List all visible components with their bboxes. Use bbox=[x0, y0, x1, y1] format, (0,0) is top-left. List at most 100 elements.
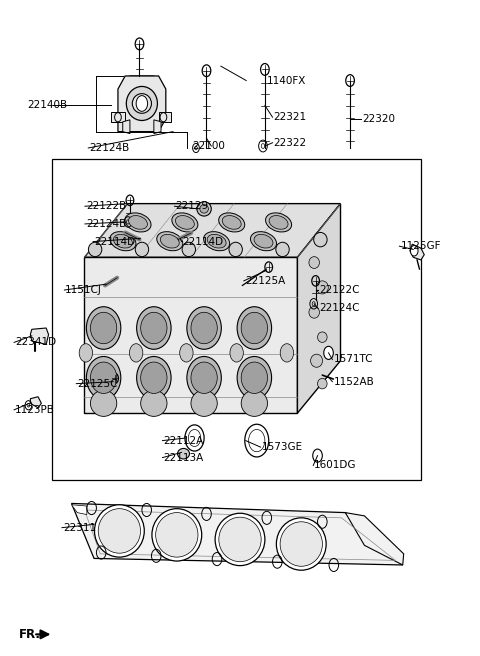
Text: 1571TC: 1571TC bbox=[333, 354, 373, 365]
Polygon shape bbox=[158, 112, 170, 122]
Ellipse shape bbox=[113, 234, 132, 248]
Ellipse shape bbox=[141, 312, 167, 344]
Ellipse shape bbox=[309, 306, 320, 318]
Ellipse shape bbox=[191, 362, 217, 394]
Text: 22124C: 22124C bbox=[319, 303, 360, 314]
Text: 22124B: 22124B bbox=[89, 143, 130, 153]
Text: 22112A: 22112A bbox=[163, 436, 204, 445]
Circle shape bbox=[410, 245, 418, 256]
Polygon shape bbox=[72, 504, 87, 514]
Polygon shape bbox=[111, 112, 125, 122]
Ellipse shape bbox=[182, 242, 195, 256]
Polygon shape bbox=[298, 203, 340, 413]
Ellipse shape bbox=[222, 216, 241, 229]
Ellipse shape bbox=[141, 390, 167, 417]
Ellipse shape bbox=[251, 232, 276, 251]
Ellipse shape bbox=[219, 213, 245, 232]
Ellipse shape bbox=[318, 379, 327, 389]
Polygon shape bbox=[84, 203, 340, 257]
Text: 22122B: 22122B bbox=[86, 201, 126, 211]
Text: 1140FX: 1140FX bbox=[266, 75, 306, 85]
Ellipse shape bbox=[95, 504, 144, 557]
Polygon shape bbox=[118, 76, 166, 132]
Ellipse shape bbox=[152, 508, 202, 561]
Ellipse shape bbox=[241, 390, 267, 417]
Ellipse shape bbox=[156, 512, 198, 557]
Ellipse shape bbox=[129, 216, 147, 229]
Ellipse shape bbox=[126, 87, 157, 121]
Text: 22125A: 22125A bbox=[245, 276, 285, 286]
Ellipse shape bbox=[197, 201, 211, 216]
Text: 22122C: 22122C bbox=[319, 285, 360, 295]
Ellipse shape bbox=[160, 234, 179, 248]
Polygon shape bbox=[30, 397, 41, 408]
Ellipse shape bbox=[237, 307, 272, 349]
Ellipse shape bbox=[237, 356, 272, 399]
Ellipse shape bbox=[314, 232, 327, 247]
Polygon shape bbox=[72, 503, 403, 565]
Text: 22125C: 22125C bbox=[77, 379, 118, 388]
Ellipse shape bbox=[125, 213, 151, 232]
Ellipse shape bbox=[86, 356, 121, 399]
Ellipse shape bbox=[88, 242, 102, 256]
Ellipse shape bbox=[137, 307, 171, 349]
Polygon shape bbox=[123, 76, 161, 96]
Ellipse shape bbox=[265, 213, 291, 232]
Ellipse shape bbox=[178, 449, 190, 459]
Text: 22322: 22322 bbox=[274, 138, 307, 148]
Ellipse shape bbox=[141, 362, 167, 394]
Ellipse shape bbox=[132, 94, 152, 113]
Ellipse shape bbox=[204, 232, 229, 251]
Ellipse shape bbox=[269, 216, 288, 229]
Text: 1151CJ: 1151CJ bbox=[65, 285, 102, 295]
Text: 22113A: 22113A bbox=[163, 453, 204, 462]
Text: FR.: FR. bbox=[19, 628, 41, 641]
Ellipse shape bbox=[157, 232, 183, 251]
Ellipse shape bbox=[316, 281, 328, 294]
Polygon shape bbox=[123, 120, 130, 134]
Polygon shape bbox=[345, 512, 404, 565]
Ellipse shape bbox=[229, 242, 242, 256]
Ellipse shape bbox=[90, 362, 117, 394]
Ellipse shape bbox=[219, 517, 261, 562]
Polygon shape bbox=[30, 328, 48, 344]
Ellipse shape bbox=[175, 216, 194, 229]
Ellipse shape bbox=[137, 356, 171, 399]
Text: 22129: 22129 bbox=[175, 201, 208, 211]
Text: 22320: 22320 bbox=[362, 113, 395, 123]
Bar bbox=[52, 159, 421, 480]
Text: 22140B: 22140B bbox=[27, 100, 67, 110]
Ellipse shape bbox=[276, 518, 326, 570]
Ellipse shape bbox=[90, 312, 117, 344]
Ellipse shape bbox=[187, 307, 221, 349]
Circle shape bbox=[324, 346, 333, 359]
Ellipse shape bbox=[241, 312, 267, 344]
Text: 22311: 22311 bbox=[63, 523, 96, 533]
Ellipse shape bbox=[98, 508, 141, 553]
Ellipse shape bbox=[276, 242, 289, 256]
Text: 1125GF: 1125GF bbox=[400, 241, 441, 251]
Ellipse shape bbox=[86, 307, 121, 349]
Circle shape bbox=[230, 344, 243, 362]
Text: 22114D: 22114D bbox=[182, 237, 224, 247]
Circle shape bbox=[280, 344, 294, 362]
Text: 1152AB: 1152AB bbox=[333, 377, 374, 386]
Circle shape bbox=[313, 449, 323, 462]
Polygon shape bbox=[410, 244, 424, 260]
Ellipse shape bbox=[318, 332, 327, 342]
Circle shape bbox=[136, 96, 148, 112]
Ellipse shape bbox=[280, 522, 323, 566]
Circle shape bbox=[180, 344, 193, 362]
Ellipse shape bbox=[191, 312, 217, 344]
Polygon shape bbox=[84, 257, 298, 413]
Ellipse shape bbox=[191, 390, 217, 417]
Ellipse shape bbox=[110, 232, 136, 251]
Ellipse shape bbox=[311, 354, 323, 367]
Ellipse shape bbox=[187, 356, 221, 399]
Ellipse shape bbox=[215, 513, 265, 565]
Ellipse shape bbox=[172, 213, 198, 232]
Text: 22321: 22321 bbox=[274, 112, 307, 122]
Circle shape bbox=[130, 344, 143, 362]
Text: 1601DG: 1601DG bbox=[314, 461, 357, 470]
Ellipse shape bbox=[207, 234, 226, 248]
